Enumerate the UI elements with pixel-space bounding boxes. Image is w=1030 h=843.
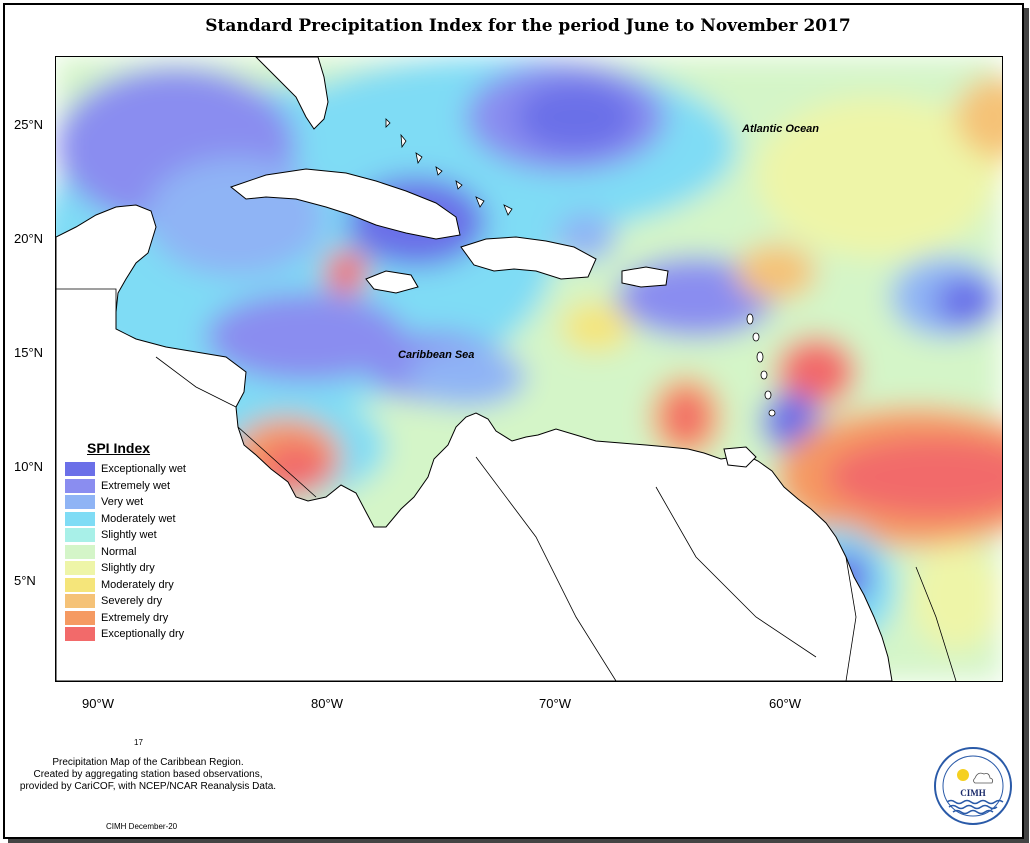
legend-swatch [65, 561, 95, 576]
legend-label: Moderately wet [101, 512, 176, 525]
caption-line-1: Precipitation Map of the Caribbean Regio… [52, 757, 244, 768]
credit-text: CIMH December-20 [106, 822, 178, 831]
legend-item: Extremely dry [65, 610, 186, 627]
atlantic-ocean-label: Atlantic Ocean [741, 123, 819, 135]
cimh-logo: CIMH [934, 747, 1012, 825]
stray-text: 17 [134, 738, 143, 747]
map-title: Standard Precipitation Index for the per… [205, 16, 851, 36]
legend-item: Exceptionally wet [65, 461, 186, 478]
caribbean-sea-label: Caribbean Sea [398, 349, 474, 361]
legend-label: Slightly dry [101, 562, 155, 575]
legend-swatch [65, 528, 95, 543]
legend-item: Severely dry [65, 593, 186, 610]
map-caption: Precipitation Map of the Caribbean Regio… [8, 757, 288, 793]
legend-item: Very wet [65, 494, 186, 511]
legend-item: Extremely wet [65, 478, 186, 495]
spi-map: Atlantic Ocean Caribbean Sea [55, 56, 1003, 682]
legend-swatch [65, 594, 95, 609]
legend-item: Slightly dry [65, 560, 186, 577]
spi-map-canvas: Atlantic Ocean Caribbean Sea [56, 57, 1002, 681]
legend-swatch [65, 610, 95, 625]
legend-item: Moderately wet [65, 511, 186, 528]
lat-tick-15n: 15°N [14, 345, 44, 360]
lat-tick-5n: 5°N [14, 573, 36, 588]
legend-swatch [65, 627, 95, 642]
legend-swatch [65, 462, 95, 477]
legend-item: Exceptionally dry [65, 626, 186, 643]
lat-tick-20n: 20°N [14, 231, 44, 246]
legend-swatch [65, 478, 95, 493]
legend-item: Normal [65, 544, 186, 561]
legend-label: Exceptionally dry [101, 628, 185, 641]
legend-item: Moderately dry [65, 577, 186, 594]
sun-icon [957, 769, 969, 781]
legend-rows: Exceptionally wet Extremely wet Very wet Mo… [65, 461, 186, 643]
lon-tick-80w: 80°W [311, 696, 343, 711]
small-islands [385, 118, 776, 417]
legend-label: Normal [101, 545, 137, 558]
svg-text:CIMH: CIMH [960, 788, 986, 798]
legend-label: Slightly wet [101, 529, 157, 542]
legend-swatch [65, 495, 95, 510]
spi-legend: SPI Index Exceptionally wet Extremely wet… [65, 440, 186, 643]
legend-label: Severely dry [101, 595, 163, 608]
lon-tick-90w: 90°W [82, 696, 114, 711]
wave-icon [946, 799, 1004, 805]
lat-tick-25n: 25°N [14, 117, 44, 132]
lon-tick-70w: 70°W [539, 696, 571, 711]
legend-swatch [65, 511, 95, 526]
legend-swatch [65, 577, 95, 592]
caption-line-3: provided by CariCOF, with NCEP/NCAR Rean… [19, 781, 277, 792]
legend-swatch [65, 544, 95, 559]
cloud-icon [973, 772, 994, 784]
lon-tick-60w: 60°W [769, 696, 801, 711]
legend-label: Extremely dry [101, 611, 169, 624]
legend-item: Slightly wet [65, 527, 186, 544]
lat-tick-10n: 10°N [14, 459, 44, 474]
legend-label: Very wet [101, 496, 144, 509]
legend-label: Moderately dry [101, 578, 174, 591]
country-borders [56, 288, 957, 681]
legend-label: Exceptionally wet [101, 463, 186, 476]
legend-title: SPI Index [87, 440, 151, 456]
land-masses [56, 57, 893, 681]
caption-line-2: Created by aggregating station based obs… [33, 769, 263, 780]
legend-label: Extremely wet [101, 479, 171, 492]
